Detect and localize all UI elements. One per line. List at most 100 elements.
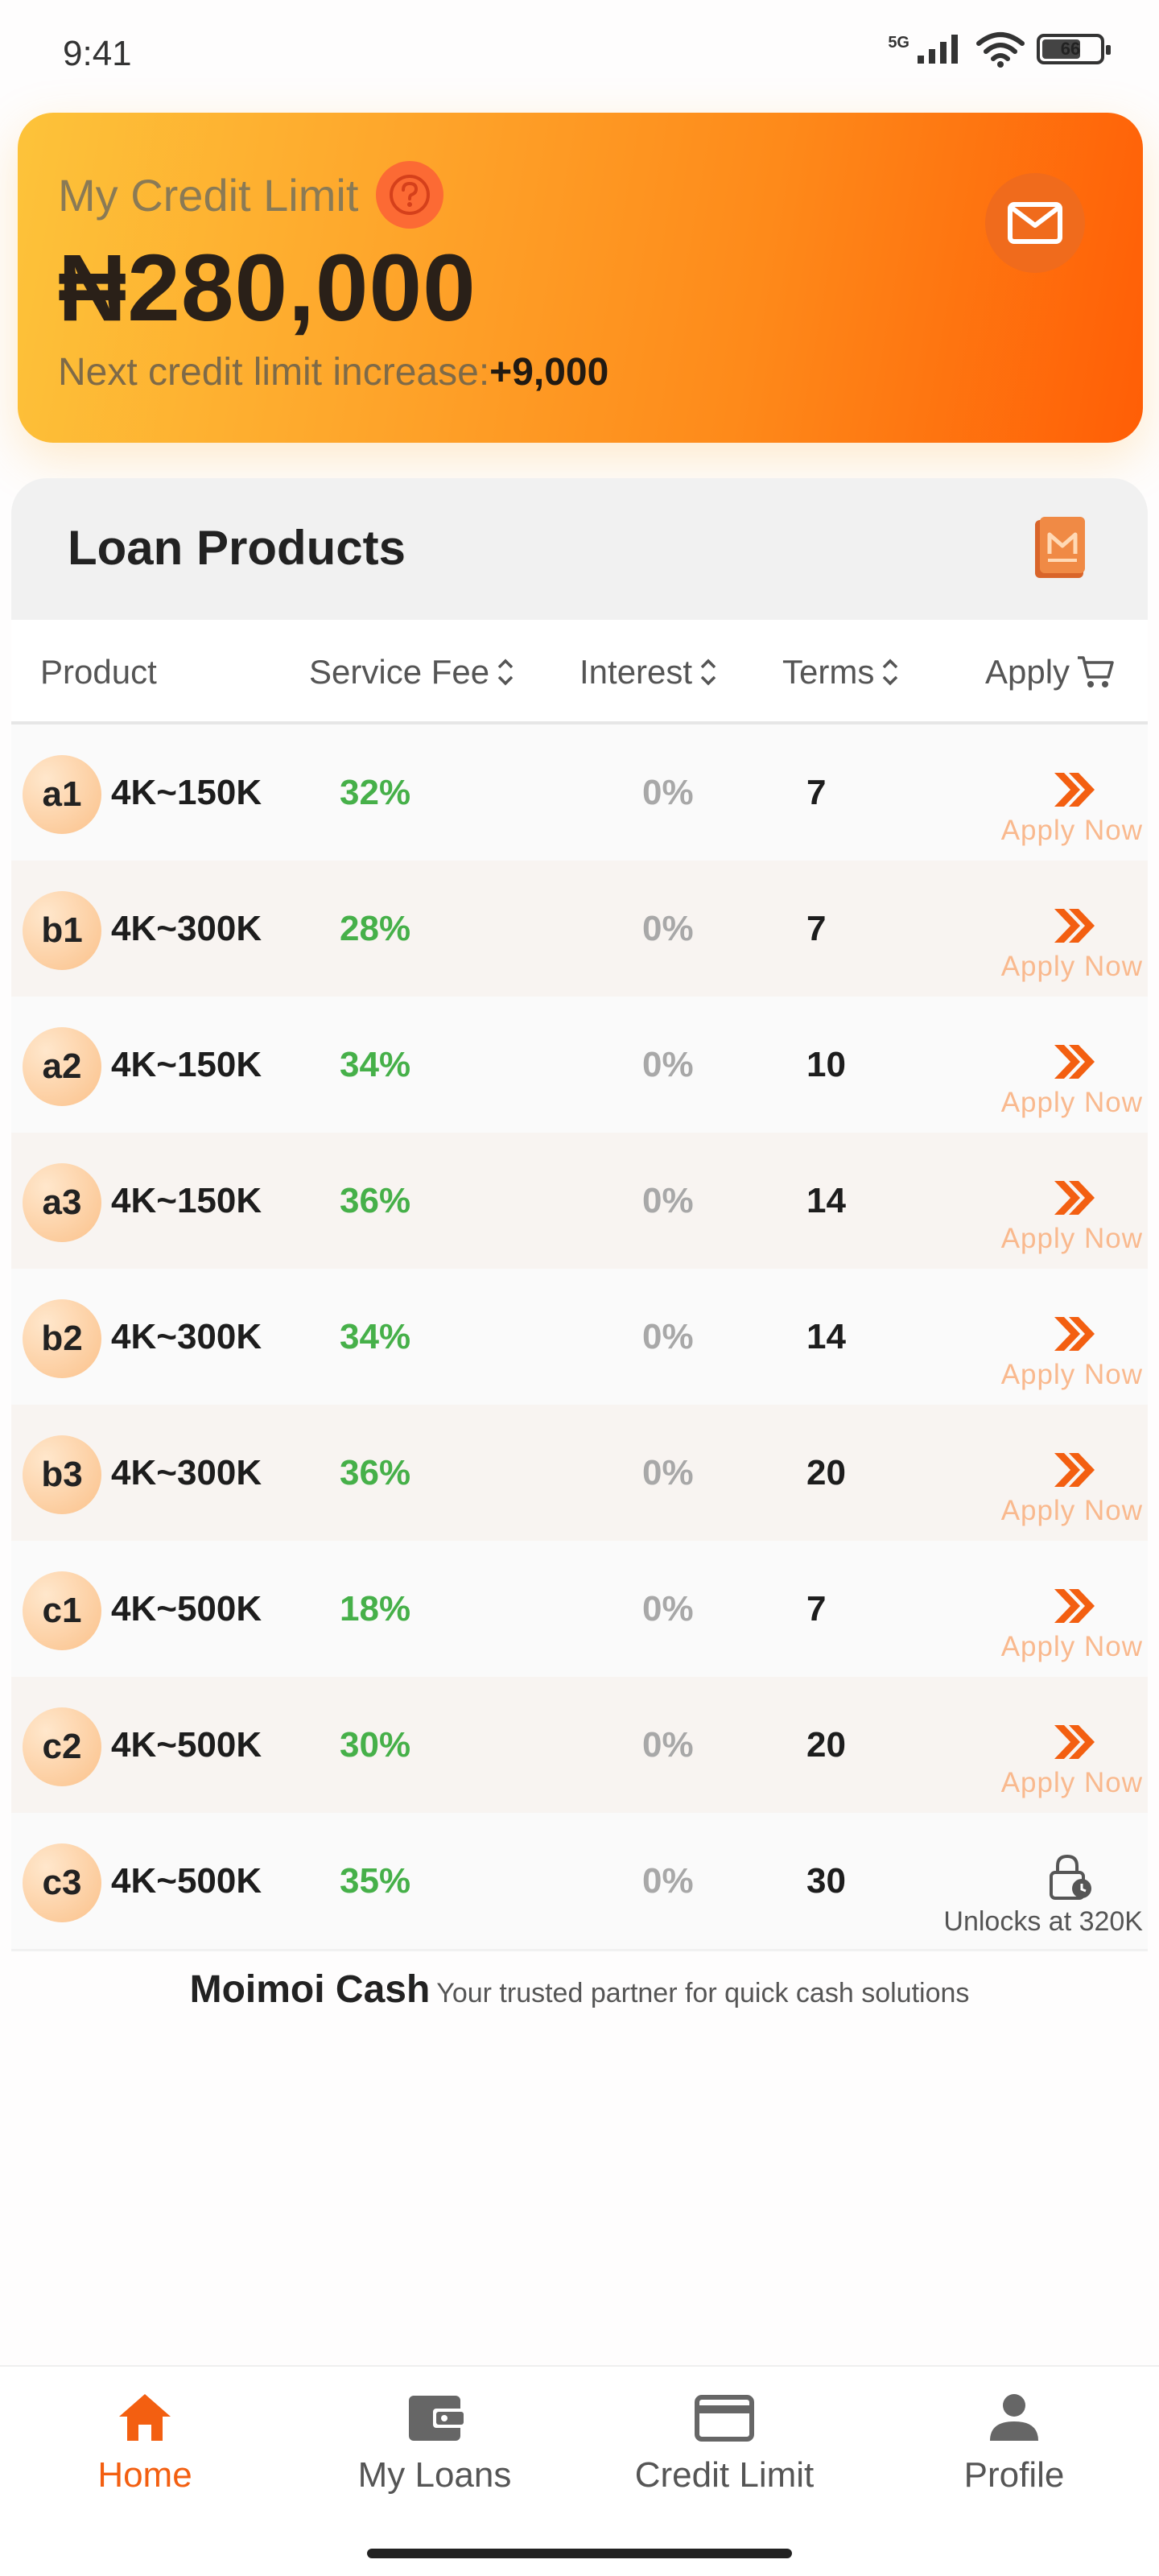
double-chevron-right-icon (1054, 909, 1095, 943)
nav-credit-limit-label: Credit Limit (634, 2455, 815, 2495)
apply-now-label[interactable]: Apply Now (1000, 1767, 1143, 1798)
product-range: 4K~500K (111, 1860, 262, 1901)
loan-products-header: Loan Products (11, 478, 1148, 620)
credit-limit-title-row: My Credit Limit (58, 161, 444, 229)
credit-card-icon (695, 2395, 754, 2442)
double-chevron-right-icon (1054, 1045, 1095, 1079)
apply-now-button[interactable] (1051, 1586, 1098, 1630)
interest-value: 0% (642, 1724, 694, 1765)
table-row[interactable]: b2 4K~300K 34% 0% 14 Apply Now (11, 1269, 1148, 1405)
product-range: 4K~300K (111, 908, 262, 948)
product-code-badge: c2 (23, 1707, 101, 1786)
apply-now-label[interactable]: Apply Now (1000, 1359, 1143, 1390)
table-row[interactable]: b1 4K~300K 28% 0% 7 Apply Now (11, 861, 1148, 997)
product-code-badge: a3 (23, 1163, 101, 1242)
product-code-badge: b3 (23, 1435, 101, 1514)
battery-icon: 66 (1037, 34, 1111, 64)
terms-value: 30 (806, 1860, 846, 1901)
product-range: 4K~150K (111, 772, 262, 812)
interest-value: 0% (642, 1180, 694, 1220)
lock-clock-icon (1050, 1854, 1091, 1900)
apply-now-label[interactable]: Apply Now (1000, 951, 1143, 982)
apply-now-label[interactable]: Apply Now (1000, 1631, 1143, 1662)
apply-now-button[interactable] (1051, 1178, 1098, 1222)
interest-value: 0% (642, 908, 694, 948)
terms-value: 7 (806, 1588, 827, 1629)
table-row[interactable]: c2 4K~500K 30% 0% 20 Apply Now (11, 1677, 1148, 1813)
double-chevron-right-icon (1054, 1453, 1095, 1487)
service-fee-value: 36% (340, 1452, 411, 1492)
next-increase-label: Next credit limit increase: (58, 351, 490, 394)
product-code-badge: c1 (23, 1571, 101, 1650)
terms-value: 14 (806, 1180, 846, 1220)
apply-now-label[interactable]: Apply Now (1000, 1223, 1143, 1254)
table-row[interactable]: a1 4K~150K 32% 0% 7 Apply Now (11, 724, 1148, 861)
apply-now-button[interactable] (1051, 1722, 1098, 1766)
product-range: 4K~150K (111, 1180, 262, 1220)
sort-icon (497, 658, 514, 686)
header-interest[interactable]: Interest (580, 620, 718, 724)
apply-now-button[interactable] (1051, 1314, 1098, 1358)
service-fee-value: 36% (340, 1180, 411, 1220)
service-fee-value: 34% (340, 1044, 411, 1084)
next-increase-value: +9,000 (489, 351, 609, 394)
service-fee-value: 28% (340, 908, 411, 948)
mail-button[interactable] (985, 173, 1085, 273)
status-bar: 9:41 5G 66 (0, 0, 1159, 105)
product-range: 4K~300K (111, 1452, 262, 1492)
nav-my-loans-label: My Loans (357, 2455, 512, 2495)
table-row[interactable]: b3 4K~300K 36% 0% 20 Apply Now (11, 1405, 1148, 1541)
apply-now-button[interactable] (1051, 906, 1098, 950)
credit-limit-card: My Credit Limit ₦280,000 Next credit lim… (18, 113, 1143, 443)
header-terms[interactable]: Terms (782, 620, 900, 724)
apply-now-button[interactable] (1051, 1042, 1098, 1086)
double-chevron-right-icon (1054, 773, 1095, 807)
service-fee-value: 34% (340, 1316, 411, 1356)
apply-now-button[interactable] (1051, 770, 1098, 814)
product-code-badge: b1 (23, 891, 101, 970)
sort-icon (883, 658, 898, 686)
header-service-fee[interactable]: Service Fee (309, 620, 515, 724)
header-product: Product (40, 653, 157, 691)
nav-profile[interactable]: Profile (869, 2391, 1159, 2496)
apply-now-label[interactable]: Apply Now (1000, 1087, 1143, 1118)
product-code-badge: a1 (23, 755, 101, 834)
product-code-badge: b2 (23, 1299, 101, 1378)
interest-value: 0% (642, 1588, 694, 1629)
person-icon (990, 2394, 1038, 2441)
help-icon[interactable] (376, 161, 444, 229)
unlock-requirement: Unlocks at 320K (943, 1906, 1143, 1937)
terms-value: 7 (806, 772, 827, 812)
table-row[interactable]: c1 4K~500K 18% 0% 7 Apply Now (11, 1541, 1148, 1677)
double-chevron-right-icon (1054, 1317, 1095, 1351)
nav-my-loans[interactable]: My Loans (290, 2391, 580, 2496)
product-range: 4K~500K (111, 1724, 262, 1765)
table-header: Product Service Fee Interest Terms Apply (11, 620, 1148, 724)
table-row[interactable]: a3 4K~150K 36% 0% 14 Apply Now (11, 1133, 1148, 1269)
product-range: 4K~500K (111, 1588, 262, 1629)
home-indicator (367, 2549, 792, 2558)
apply-now-label[interactable]: Apply Now (1000, 815, 1143, 846)
interest-value: 0% (642, 772, 694, 812)
apply-now-button[interactable] (1051, 1450, 1098, 1494)
home-icon (119, 2394, 171, 2441)
terms-value: 20 (806, 1452, 846, 1492)
interest-value: 0% (642, 1316, 694, 1356)
credit-limit-title: My Credit Limit (58, 169, 359, 221)
footer-brand-line: Moimoi Cash Your trusted partner for quic… (0, 1967, 1159, 2012)
terms-value: 20 (806, 1724, 846, 1765)
interest-value: 0% (642, 1860, 694, 1901)
book-icon[interactable] (1030, 515, 1088, 580)
product-code-badge: c3 (23, 1843, 101, 1922)
loan-products-panel: Loan Products Product Service Fee Intere… (11, 478, 1148, 1951)
table-row: c3 4K~500K 35% 0% 30 Unlocks at 320K (11, 1813, 1148, 1949)
apply-now-label[interactable]: Apply Now (1000, 1495, 1143, 1526)
interest-value: 0% (642, 1044, 694, 1084)
wallet-icon (409, 2396, 464, 2441)
service-fee-value: 35% (340, 1860, 411, 1901)
nav-credit-limit[interactable]: Credit Limit (580, 2391, 869, 2496)
double-chevron-right-icon (1054, 1589, 1095, 1623)
table-row[interactable]: a2 4K~150K 34% 0% 10 Apply Now (11, 997, 1148, 1133)
nav-home[interactable]: Home (0, 2391, 290, 2496)
terms-value: 7 (806, 908, 827, 948)
